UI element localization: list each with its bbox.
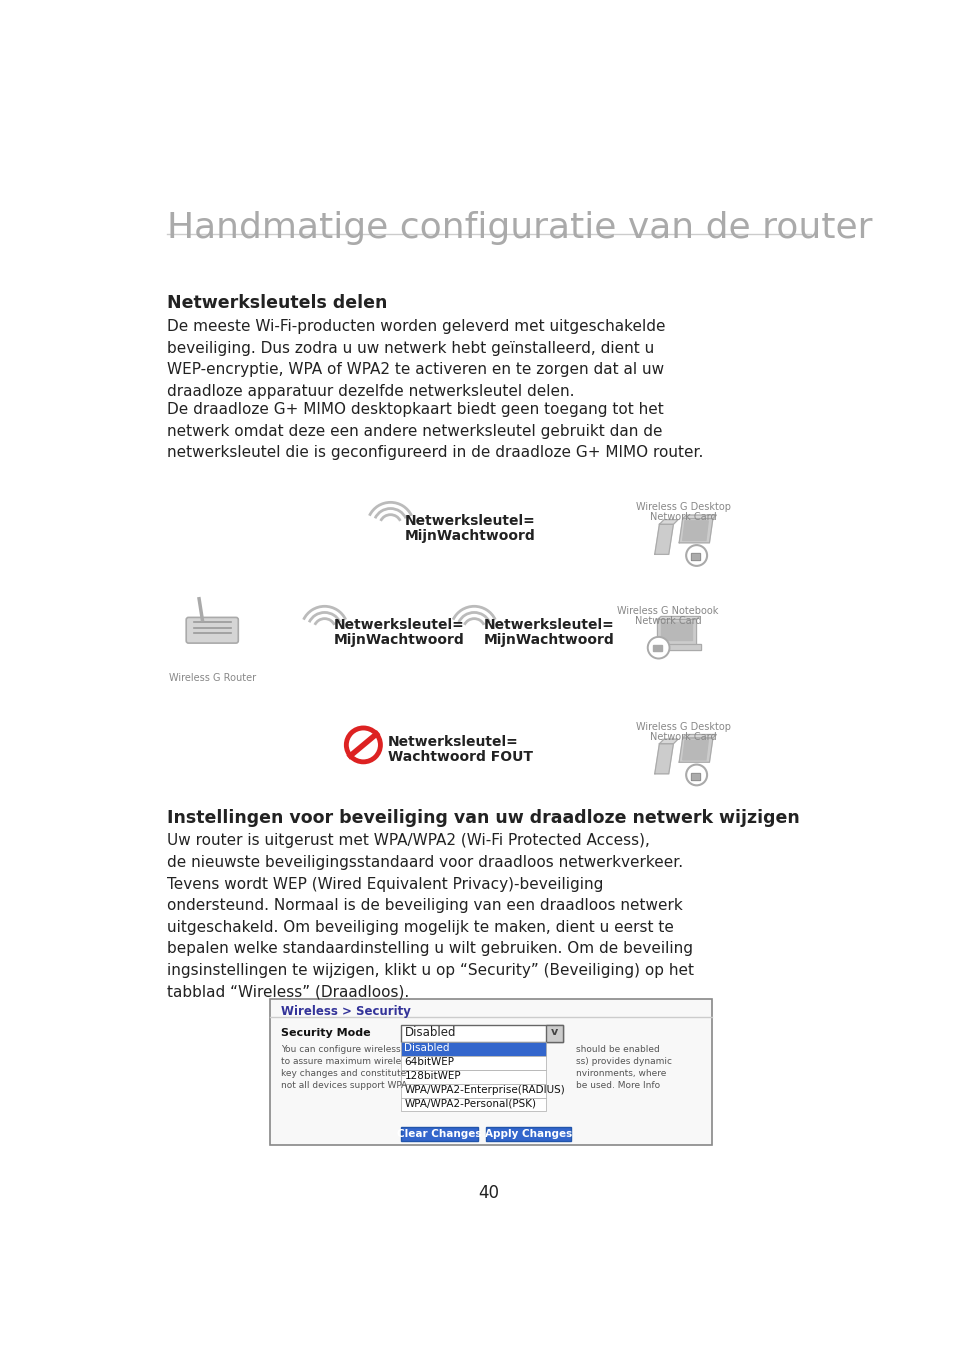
- Text: WPA/WPA2-Enterprise(RADIUS): WPA/WPA2-Enterprise(RADIUS): [404, 1085, 564, 1094]
- Text: Wireless G Router: Wireless G Router: [169, 673, 255, 683]
- Text: Clear Changes: Clear Changes: [396, 1129, 481, 1138]
- Bar: [400, 1084, 546, 1097]
- Text: Netwerksleutel=: Netwerksleutel=: [483, 617, 614, 632]
- Polygon shape: [654, 525, 673, 555]
- Text: Instellingen voor beveiliging van uw draadloze netwerk wijzigen: Instellingen voor beveiliging van uw dra…: [167, 808, 800, 827]
- Bar: [270, 999, 711, 1145]
- Bar: [400, 1025, 562, 1043]
- Bar: [400, 1070, 546, 1084]
- Bar: [485, 1127, 571, 1141]
- Polygon shape: [682, 521, 707, 541]
- Text: Disabled: Disabled: [405, 1025, 456, 1039]
- Text: WPA/WPA2-Personal(PSK): WPA/WPA2-Personal(PSK): [404, 1099, 536, 1108]
- Text: De meeste Wi-Fi-producten worden geleverd met uitgeschakelde
beveiliging. Dus zo: De meeste Wi-Fi-producten worden gelever…: [167, 319, 665, 399]
- Text: Network Card: Network Card: [634, 616, 700, 627]
- Bar: [400, 1043, 546, 1056]
- Polygon shape: [657, 619, 696, 643]
- Bar: [400, 1056, 546, 1070]
- Text: Wireless G Notebook: Wireless G Notebook: [617, 607, 718, 616]
- Text: 40: 40: [477, 1184, 499, 1202]
- Text: 128bitWEP: 128bitWEP: [404, 1071, 460, 1081]
- Bar: [400, 1127, 477, 1141]
- Text: Apply Changes: Apply Changes: [484, 1129, 572, 1138]
- Circle shape: [346, 728, 380, 762]
- FancyBboxPatch shape: [186, 617, 238, 643]
- Polygon shape: [679, 737, 712, 762]
- Text: Uw router is uitgerust met WPA/WPA2 (Wi-Fi Protected Access),
de nieuwste beveil: Uw router is uitgerust met WPA/WPA2 (Wi-…: [167, 833, 694, 999]
- Polygon shape: [657, 616, 699, 619]
- Text: De draadloze G+ MIMO desktopkaart biedt geen toegang tot het
netwerk omdat deze : De draadloze G+ MIMO desktopkaart biedt …: [167, 402, 703, 461]
- Polygon shape: [679, 518, 712, 542]
- Text: MijnWachtwoord: MijnWachtwoord: [483, 634, 614, 647]
- Text: Network Card: Network Card: [649, 732, 716, 741]
- Polygon shape: [660, 623, 692, 641]
- Text: Netwerksleutel=: Netwerksleutel=: [404, 514, 535, 527]
- Circle shape: [647, 637, 669, 658]
- Text: Wireless G Desktop: Wireless G Desktop: [636, 722, 730, 732]
- Text: Netwerksleutel=: Netwerksleutel=: [334, 617, 464, 632]
- Text: MijnWachtwoord: MijnWachtwoord: [404, 529, 535, 544]
- Text: Network Card: Network Card: [649, 512, 716, 522]
- Polygon shape: [654, 744, 673, 774]
- Circle shape: [685, 545, 706, 566]
- Polygon shape: [682, 515, 716, 518]
- Bar: [546, 1025, 562, 1043]
- Text: Disabled: Disabled: [404, 1043, 450, 1054]
- Text: v: v: [551, 1028, 558, 1037]
- Polygon shape: [690, 553, 700, 560]
- Text: Wachtwoord FOUT: Wachtwoord FOUT: [388, 750, 533, 765]
- Text: Netwerksleutel=: Netwerksleutel=: [388, 735, 518, 748]
- Text: Security Mode: Security Mode: [281, 1028, 371, 1039]
- Polygon shape: [651, 643, 700, 650]
- Circle shape: [685, 765, 706, 785]
- Polygon shape: [682, 740, 707, 761]
- Text: You can configure wireless
to assure maximum wirele
key changes and constitute
n: You can configure wireless to assure max…: [281, 1045, 407, 1089]
- Text: should be enabled
ss) provides dynamic
nvironments, where
be used. More Info: should be enabled ss) provides dynamic n…: [576, 1045, 672, 1089]
- Text: 64bitWEP: 64bitWEP: [404, 1058, 454, 1067]
- Polygon shape: [682, 735, 716, 737]
- Polygon shape: [659, 739, 678, 744]
- Polygon shape: [652, 645, 661, 652]
- Text: Handmatige configuratie van de router: Handmatige configuratie van de router: [167, 211, 872, 245]
- Text: Netwerksleutels delen: Netwerksleutels delen: [167, 294, 387, 312]
- Text: Wireless > Security: Wireless > Security: [281, 1005, 411, 1018]
- Polygon shape: [690, 773, 700, 780]
- Text: Wireless G Desktop: Wireless G Desktop: [636, 503, 730, 512]
- Polygon shape: [659, 519, 678, 525]
- Text: MijnWachtwoord: MijnWachtwoord: [334, 634, 464, 647]
- Bar: [400, 1097, 546, 1111]
